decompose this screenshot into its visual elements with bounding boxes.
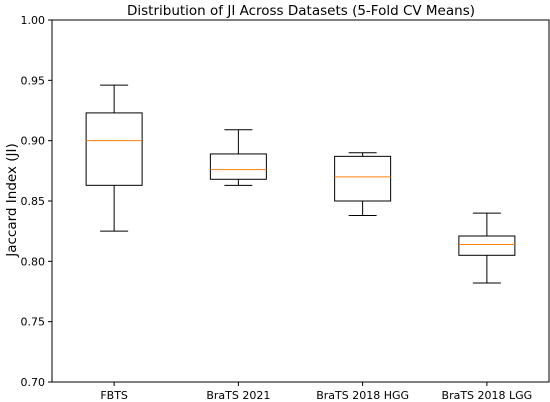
boxes-group: [85, 84, 516, 284]
x-tick-label: BraTS 2021: [206, 389, 270, 402]
box-brats-2021: [209, 129, 267, 186]
box-fbts: [85, 84, 143, 232]
y-tick-label: 0.85: [21, 195, 46, 208]
iqr-box: [334, 155, 392, 202]
box-brats-2018-hgg: [334, 152, 392, 216]
y-tick-label: 0.90: [21, 135, 46, 148]
iqr-box: [85, 112, 143, 186]
x-tick-label: FBTS: [100, 389, 128, 402]
iqr-box: [458, 235, 516, 256]
x-axis: FBTS BraTS 2021 BraTS 2018 HGG BraTS 2018 L…: [100, 382, 532, 402]
y-tick-label: 0.70: [21, 376, 46, 389]
y-tick-label: 0.75: [21, 316, 46, 329]
y-axis-label: Jaccard Index (JI): [4, 143, 20, 258]
box-brats-2018-lgg: [458, 212, 516, 284]
chart-title: Distribution of JI Across Datasets (5-Fo…: [127, 3, 475, 19]
x-tick-label: BraTS 2018 LGG: [442, 389, 533, 402]
y-axis: 0.70 0.75 0.80 0.85 0.90 0.95 1.00: [21, 14, 52, 389]
y-tick-label: 0.80: [21, 255, 46, 268]
plot-area-frame: [51, 19, 550, 383]
iqr-box: [209, 153, 267, 180]
y-tick-label: 0.95: [21, 74, 46, 87]
y-tick-label: 1.00: [21, 14, 46, 27]
x-tick-label: BraTS 2018 HGG: [316, 389, 409, 402]
